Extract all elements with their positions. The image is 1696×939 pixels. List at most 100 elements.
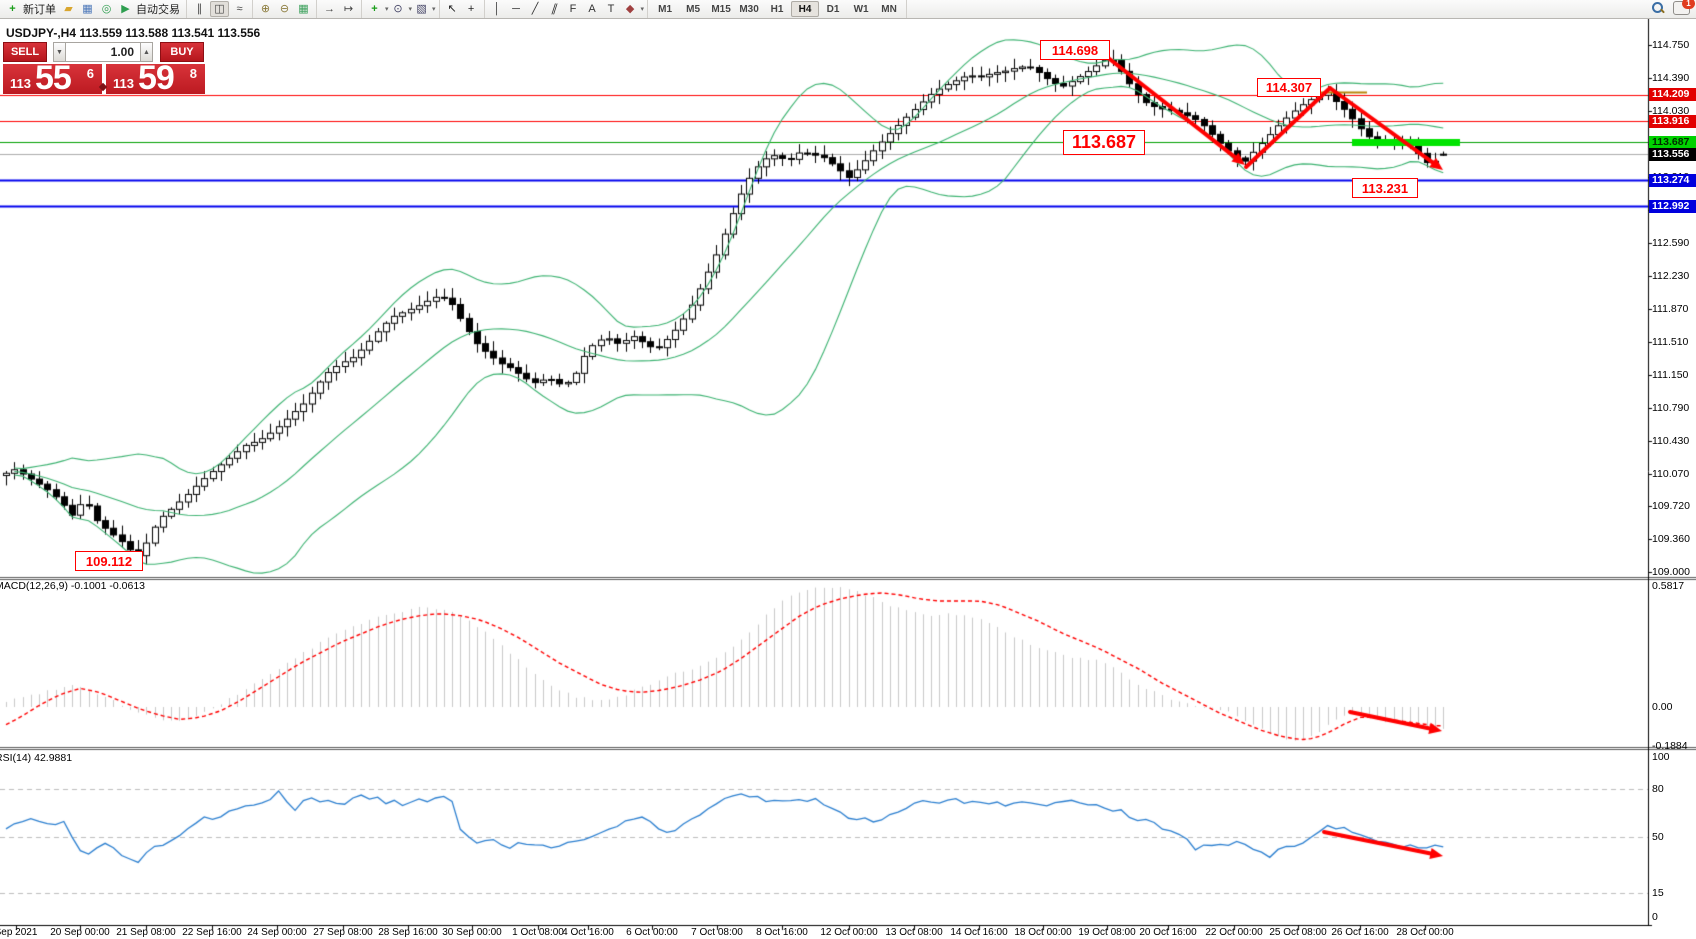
time-axis-label: 30 Sep 00:00 [442, 927, 502, 938]
price-axis-label: 110.430 [1652, 434, 1690, 447]
volume-decrease-button[interactable]: ▼ [53, 42, 66, 62]
time-axis-label: 7 Oct 08:00 [691, 927, 743, 938]
main-toolbar: + 新订单 ▰ ▦ ◎ ▶ 自动交易 ∥ ◫ ≈ ⊕ ⊖ ▦ → ↦ + ▾ ⊙ ▾… [0, 0, 1696, 19]
bars-chart-icon[interactable]: ∥ [196, 3, 203, 15]
shapes-icon[interactable]: ◆ [625, 3, 635, 15]
templates-caret-icon[interactable]: ▾ [432, 6, 436, 13]
indicators-icon[interactable]: + [371, 3, 378, 15]
timeframe-m1[interactable]: M1 [658, 3, 673, 15]
chart-shift-icon[interactable]: ↦ [343, 3, 354, 15]
price-axis-label: 109.720 [1652, 499, 1690, 512]
axis-price-badge: 112.992 [1649, 199, 1696, 213]
time-axis-label: Sep 2021 [0, 927, 38, 938]
timeframe-h4[interactable]: H4 [791, 1, 820, 17]
auto-trading-button[interactable]: 自动交易 [136, 4, 180, 16]
time-axis-label: 25 Oct 08:00 [1269, 927, 1327, 938]
symbol-info: USDJPY-,H4 113.559 113.588 113.541 113.5… [6, 26, 261, 40]
axis-price-badge: 113.274 [1649, 173, 1696, 187]
templates-icon[interactable]: ▧ [416, 3, 427, 15]
zoom-in-icon[interactable]: ⊕ [260, 3, 271, 15]
autotrade-icon[interactable]: ▶ [121, 3, 130, 15]
vertical-line-icon[interactable]: │ [493, 3, 501, 15]
rsi-axis-label: 0 [1652, 910, 1658, 923]
price-annotation-label[interactable]: 109.112 [75, 551, 143, 571]
time-axis-label: 13 Oct 08:00 [885, 927, 943, 938]
timeframe-w1[interactable]: W1 [853, 3, 869, 15]
horizontal-line-icon[interactable]: ─ [512, 3, 520, 15]
time-axis-label: 22 Oct 00:00 [1205, 927, 1263, 938]
rsi-label: RSI(14) 42.9881 [0, 752, 73, 764]
buy-price-box[interactable]: 113 59 8 [106, 64, 205, 94]
chart-window-icon[interactable]: ▦ [82, 3, 93, 15]
new-order-button[interactable]: 新订单 [23, 4, 56, 16]
timeframe-m30[interactable]: M30 [739, 3, 759, 15]
timeframe-group: M1 M5 M15 M30 H1 H4 D1 W1 MN [648, 0, 908, 18]
notifications-icon[interactable]: 1 [1673, 0, 1695, 15]
trendline-icon[interactable]: ╱ [531, 3, 539, 15]
price-annotation-label[interactable]: 114.698 [1040, 40, 1110, 60]
price-axis-label: 112.230 [1652, 269, 1690, 282]
order-group: + 新订单 ▰ ▦ ◎ ▶ 自动交易 [0, 0, 187, 18]
price-axis-label: 111.870 [1652, 302, 1689, 315]
shapes-caret-icon[interactable]: ▾ [640, 6, 645, 13]
text-icon[interactable]: A [588, 3, 596, 15]
profiles-icon[interactable]: ▰ [64, 3, 73, 15]
price-axis-label: 111.510 [1652, 335, 1689, 348]
macd-axis-label: -0.1884 [1652, 739, 1688, 752]
autoscroll-icon[interactable]: → [324, 3, 335, 15]
price-axis-label: 111.150 [1652, 368, 1689, 381]
time-axis-label: 24 Sep 00:00 [247, 927, 307, 938]
price-annotation-label[interactable]: 114.307 [1257, 78, 1321, 97]
volume-input[interactable]: 1.00 [66, 42, 140, 62]
objects-group: │ ─ ╱ ∥ F A T ◆ ▾ [485, 0, 649, 18]
time-axis-label: 6 Oct 00:00 [626, 927, 678, 938]
indicators-caret-icon[interactable]: ▾ [385, 6, 389, 13]
radar-icon[interactable]: ◎ [101, 3, 112, 15]
fibonacci-icon[interactable]: F [569, 3, 577, 15]
buy-button[interactable]: BUY [160, 42, 204, 62]
label-icon[interactable]: T [607, 3, 615, 15]
sell-button[interactable]: SELL [3, 42, 47, 62]
rsi-axis-label: 100 [1652, 750, 1670, 763]
line-chart-icon[interactable]: ≈ [236, 3, 243, 15]
axis-price-badge: 113.556 [1649, 147, 1696, 161]
timeframe-m15[interactable]: M15 [711, 3, 731, 15]
notification-badge: 1 [1682, 0, 1695, 9]
price-annotation-label[interactable]: 113.687 [1063, 130, 1145, 155]
timeframe-d1[interactable]: D1 [826, 3, 840, 15]
time-axis-label: 20 Oct 16:00 [1139, 927, 1197, 938]
time-axis-label: 22 Sep 16:00 [182, 927, 242, 938]
crosshair-icon[interactable]: + [467, 3, 475, 15]
channel-icon[interactable]: ∥ [549, 3, 559, 15]
price-annotation-label[interactable]: 113.231 [1352, 178, 1418, 198]
price-axis-label: 110.070 [1652, 467, 1690, 480]
macd-axis-label: 0.5817 [1652, 579, 1685, 592]
timeframe-m5[interactable]: M5 [686, 3, 701, 15]
buy-price-prefix: 113 [113, 76, 134, 91]
sell-price-box[interactable]: 113 55 6 [3, 64, 102, 94]
new-order-icon[interactable]: + [9, 3, 16, 15]
zoom-out-icon[interactable]: ⊖ [279, 3, 290, 15]
periods-caret-icon[interactable]: ▾ [408, 6, 413, 13]
volume-increase-button[interactable]: ▲ [140, 42, 153, 62]
macd-label: MACD(12,26,9) -0.1001 -0.0613 [0, 580, 146, 592]
cursor-group: ↖ + [440, 0, 485, 18]
search-icon[interactable] [1651, 1, 1665, 15]
cursor-icon[interactable]: ↖ [447, 3, 457, 15]
time-axis-label: 19 Oct 08:00 [1078, 927, 1136, 938]
rsi-axis-label: 15 [1652, 886, 1664, 899]
timeframe-mn[interactable]: MN [881, 3, 897, 15]
one-click-trade-panel: SELL ▼ 1.00 ▲ BUY 113 55 6 113 59 8 [3, 42, 207, 94]
tile-windows-icon[interactable]: ▦ [298, 3, 309, 15]
candlestick-chart-icon[interactable]: ◫ [210, 1, 229, 17]
chart-canvas[interactable] [0, 18, 1696, 939]
chart-type-group: ∥ ◫ ≈ [187, 0, 253, 18]
axis-price-badge: 113.687 [1649, 135, 1696, 149]
time-axis-label: 21 Sep 08:00 [116, 927, 176, 938]
price-axis-label: 114.390 [1652, 71, 1690, 84]
sell-price-big: 55 [35, 64, 72, 94]
buy-price-big: 59 [138, 64, 175, 94]
timeframe-h1[interactable]: H1 [770, 3, 784, 15]
periods-icon[interactable]: ⊙ [393, 3, 403, 15]
insert-group: + ▾ ⊙ ▾ ▧ ▾ [362, 0, 440, 18]
